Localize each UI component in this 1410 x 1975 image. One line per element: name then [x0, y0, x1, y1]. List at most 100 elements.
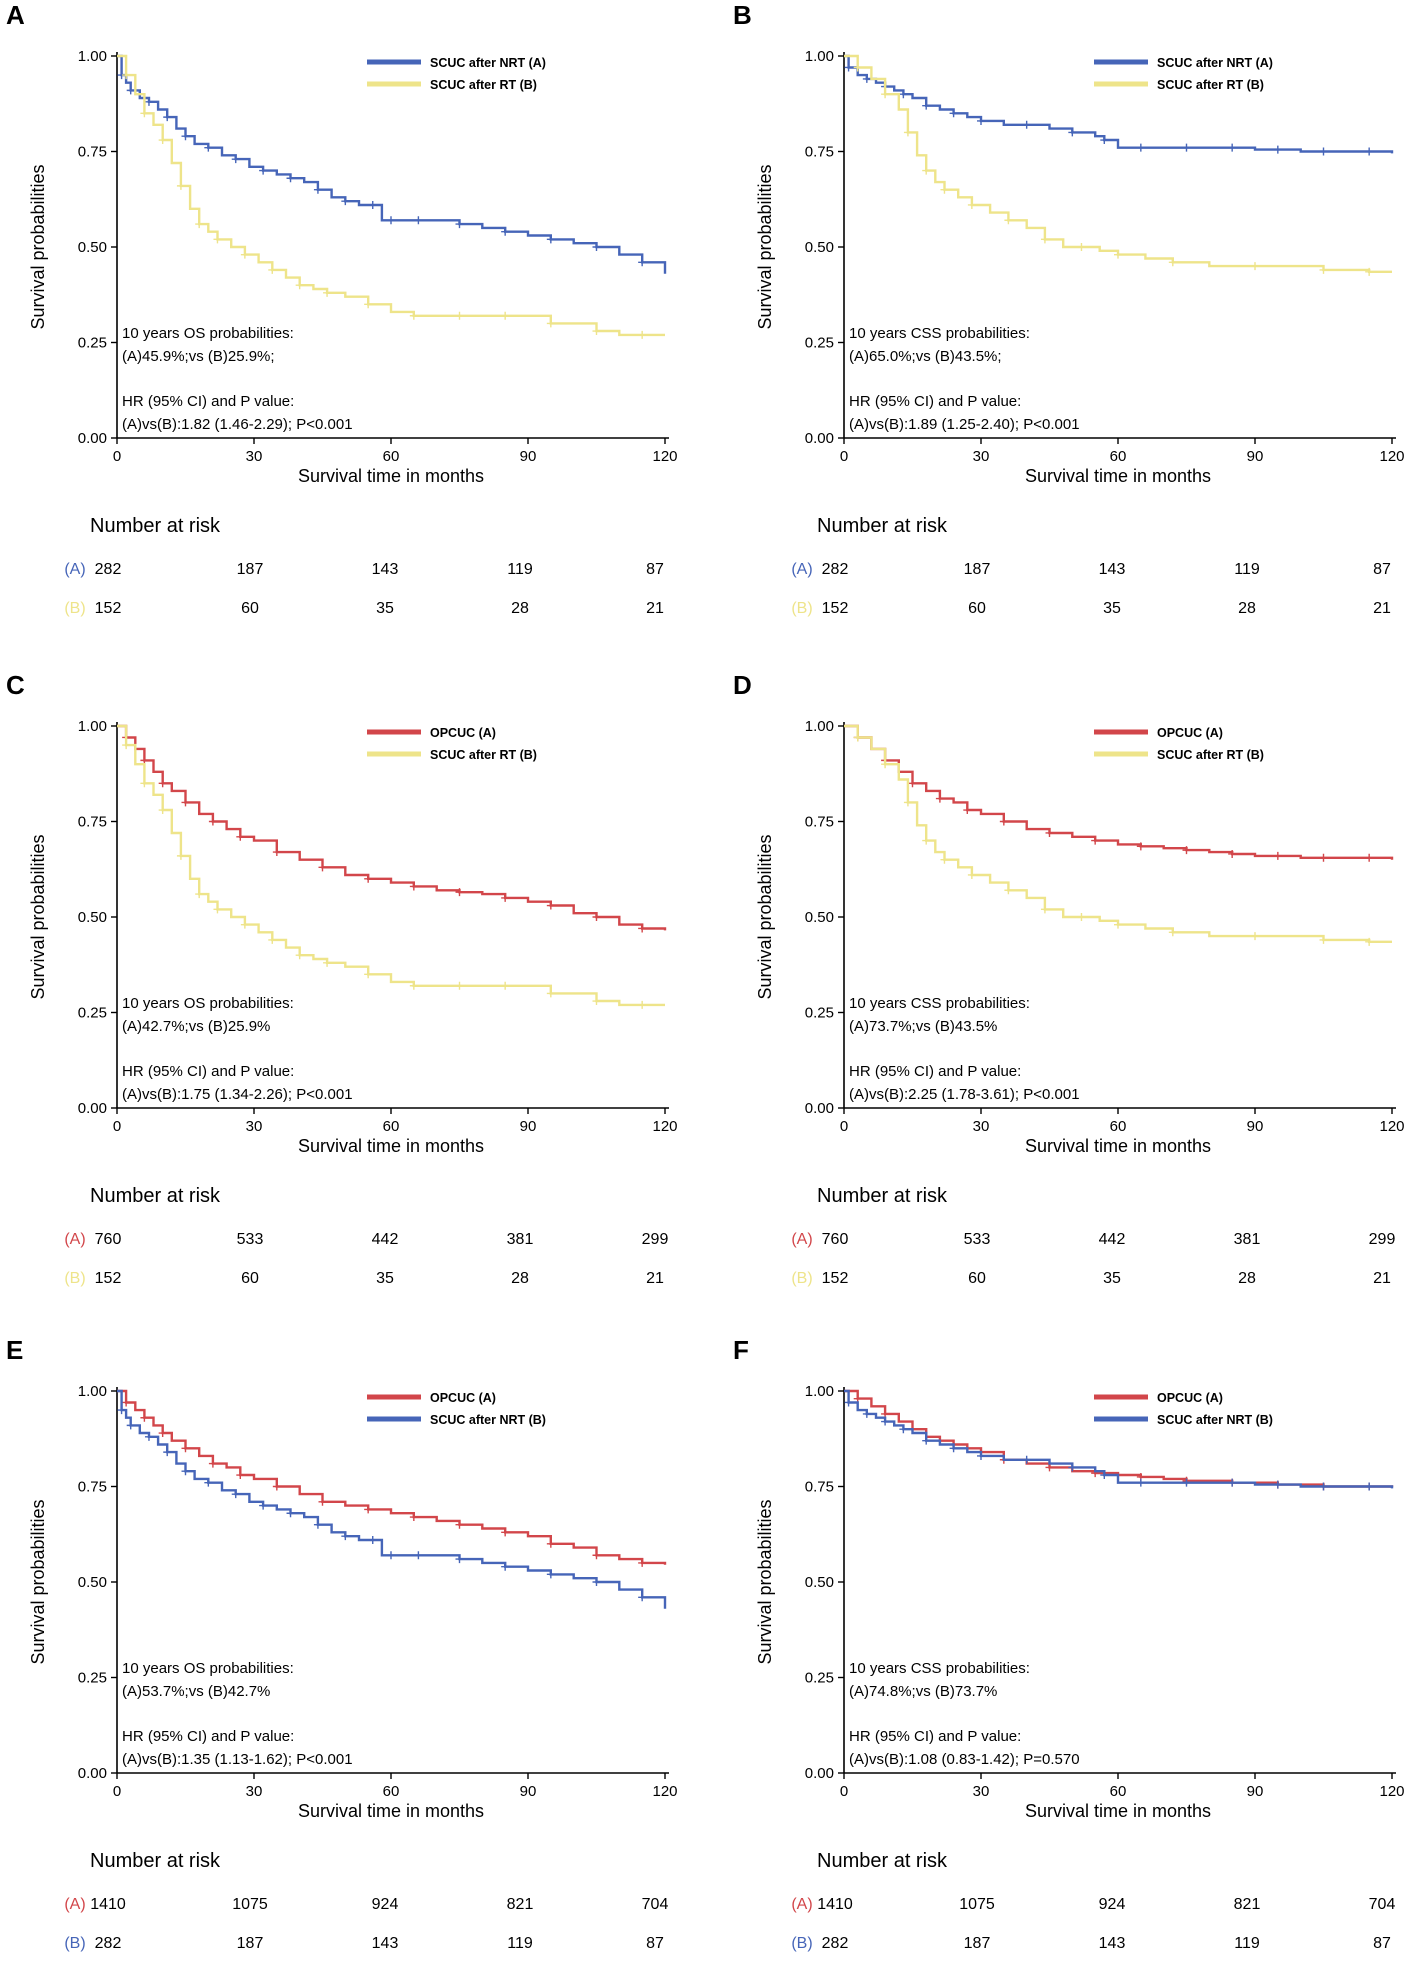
risk-value: 119 [507, 1935, 533, 1952]
censor-mark [176, 851, 185, 860]
censor-mark [546, 319, 555, 328]
x-tick-label: 120 [1379, 1783, 1404, 1800]
risk-value: 1075 [959, 1896, 995, 1913]
y-tick-label: 1.00 [805, 1383, 834, 1400]
censor-mark [1091, 836, 1100, 845]
censor-mark [1273, 1480, 1282, 1489]
x-tick-label: 120 [652, 1118, 677, 1135]
km-curve-b [117, 54, 665, 337]
y-axis-title: Survival probabilities [28, 1499, 48, 1664]
legend-label: OPCUC (A) [1157, 726, 1223, 740]
censor-mark [949, 1444, 958, 1453]
legend-label: SCUC after RT (B) [1157, 748, 1264, 762]
risk-value: 60 [241, 600, 259, 617]
risk-value: 1410 [90, 1896, 126, 1913]
panel-label: B [733, 0, 752, 30]
risk-value: 282 [822, 561, 849, 578]
x-tick-label: 60 [1110, 448, 1127, 465]
risk-value: 87 [646, 561, 664, 578]
censor-mark [1022, 1455, 1031, 1464]
annotation-line: HR (95% CI) and P value: [122, 1728, 294, 1745]
x-axis-title: Survival time in months [298, 466, 484, 486]
km-curve-b [844, 54, 1392, 273]
censor-mark [546, 1570, 555, 1579]
risk-value: 1075 [232, 1896, 268, 1913]
censor-mark [546, 901, 555, 910]
censor-mark [231, 1490, 240, 1499]
y-tick-label: 0.75 [78, 1479, 107, 1496]
y-tick-label: 0.00 [78, 1100, 107, 1117]
censor-mark [181, 1467, 190, 1476]
censor-mark [181, 1444, 190, 1453]
y-tick-label: 0.00 [78, 430, 107, 447]
censor-mark [1182, 1478, 1191, 1487]
risk-value: 119 [1234, 1935, 1260, 1952]
risk-value: 282 [822, 1935, 849, 1952]
panel-label: D [733, 670, 752, 700]
risk-value: 21 [1373, 600, 1391, 617]
censor-mark [1228, 143, 1237, 152]
y-axis-title: Survival probabilities [755, 834, 775, 999]
x-tick-label: 30 [246, 448, 263, 465]
risk-value: 60 [968, 1270, 986, 1287]
y-tick-label: 1.00 [805, 718, 834, 735]
censor-mark [341, 197, 350, 206]
censor-mark [922, 166, 931, 175]
annotation-line: (A)42.7%;vs (B)25.9% [122, 1018, 270, 1035]
censor-mark [144, 97, 153, 106]
risk-value: 282 [95, 1935, 122, 1952]
censor-mark [368, 200, 377, 209]
censor-mark [272, 1482, 281, 1491]
censor-mark [592, 1551, 601, 1560]
risk-value: 87 [646, 1935, 664, 1952]
censor-mark [1136, 1478, 1145, 1487]
censor-mark [272, 848, 281, 857]
censor-mark [1365, 147, 1374, 156]
censor-mark [240, 250, 249, 259]
censor-mark [1228, 849, 1237, 858]
x-tick-label: 90 [520, 1118, 537, 1135]
risk-value: 28 [1238, 600, 1256, 617]
risk-value: 299 [642, 1231, 669, 1248]
censor-mark [236, 832, 245, 841]
panel-label: C [6, 670, 25, 700]
censor-mark [1273, 851, 1282, 860]
censor-mark [592, 243, 601, 251]
censor-mark [922, 836, 931, 845]
annotation-line: 10 years OS probabilities: [122, 1660, 294, 1677]
risk-value: 152 [95, 1270, 122, 1287]
x-tick-label: 0 [113, 448, 121, 465]
censor-mark [364, 1505, 373, 1514]
legend-label: SCUC after NRT (A) [1157, 56, 1273, 70]
panel-label: A [6, 0, 25, 30]
censor-mark [935, 794, 944, 803]
y-axis-title: Survival probabilities [755, 1499, 775, 1664]
y-tick-label: 0.50 [805, 909, 834, 926]
censor-mark [208, 817, 217, 826]
km-curve-b [117, 1389, 667, 1609]
panel-b: B 1.00 0.75 0.50 0.25 0.00 0 30 60 90 120 Survival … [733, 0, 1405, 617]
censor-mark [213, 905, 222, 914]
risk-value: 187 [964, 561, 991, 578]
censor-mark [1182, 846, 1191, 855]
censor-mark [158, 1429, 167, 1438]
x-tick-label: 90 [1247, 1118, 1264, 1135]
risk-value: 152 [822, 1270, 849, 1287]
censor-mark [313, 1520, 322, 1529]
censor-mark [1136, 842, 1145, 851]
y-tick-label: 0.50 [805, 1574, 834, 1591]
annotation-line: (A)65.0%;vs (B)43.5%; [849, 348, 1002, 365]
risk-row-label: (A) [64, 1231, 85, 1248]
annotation-line: (A)53.7%;vs (B)42.7% [122, 1683, 270, 1700]
censor-mark [323, 958, 332, 967]
legend-label: SCUC after RT (B) [430, 748, 537, 762]
censor-mark [638, 1593, 647, 1602]
censor-mark [341, 1532, 350, 1541]
censor-mark [881, 760, 890, 769]
risk-table-heading: Number at risk [90, 1850, 221, 1872]
censor-mark [122, 741, 131, 750]
km-curve-a [117, 724, 667, 931]
censor-mark [208, 1459, 217, 1468]
censor-mark [1022, 120, 1031, 129]
censor-mark [881, 1417, 890, 1426]
